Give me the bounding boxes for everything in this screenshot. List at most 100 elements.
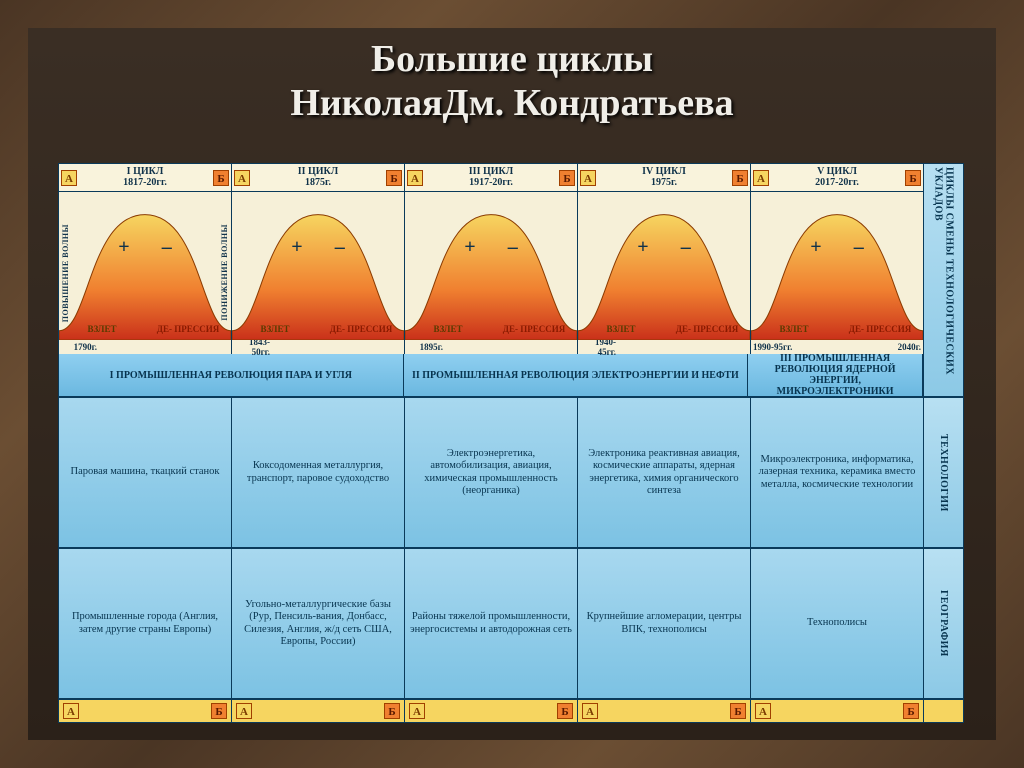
geography-row: Промышленные города (Англия, затем други…: [59, 549, 923, 700]
minus-icon: –: [508, 236, 518, 259]
plus-icon: +: [118, 236, 129, 259]
side-label-blank: [924, 700, 963, 722]
minus-icon: –: [162, 236, 172, 259]
phase-down: ДЕ- ПРЕССИЯ: [837, 325, 923, 334]
a-box: А: [236, 703, 252, 719]
cycle-label: V ЦИКЛ2017-20гг.: [769, 167, 905, 188]
timeline-year: 1895г.: [405, 342, 445, 352]
slide-title: Большие циклы НиколаяДм. Кондратьева: [28, 28, 996, 125]
revolution-cell: III ПРОМЫШЛЕННАЯ РЕВОЛЮЦИЯ ЯДЕРНОЙ ЭНЕРГ…: [748, 354, 923, 398]
a-box: А: [63, 703, 79, 719]
phase-down: ДЕ- ПРЕССИЯ: [491, 325, 577, 334]
b-box: Б: [559, 170, 575, 186]
timeline-year: 1940-45гг.: [578, 337, 618, 357]
plus-minus: + –: [751, 236, 923, 259]
cycle-label: I ЦИКЛ1817-20гг.: [77, 167, 213, 188]
cycle-header: А II ЦИКЛ1875г. Б: [232, 164, 404, 192]
b-box: Б: [730, 703, 746, 719]
cycle-label: IV ЦИКЛ1975г.: [596, 167, 732, 188]
b-box: Б: [384, 703, 400, 719]
timeline-year: 1790г.: [59, 342, 99, 352]
phase-up: ВЗЛЕТ: [232, 325, 318, 334]
plus-minus: + –: [59, 236, 231, 259]
b-box: Б: [386, 170, 402, 186]
a-box: А: [755, 703, 771, 719]
phase-labels: ВЗЛЕТ ДЕ- ПРЕССИЯ: [405, 325, 577, 334]
phase-labels: ВЗЛЕТ ДЕ- ПРЕССИЯ: [751, 325, 923, 334]
ab-footer-row: А БА БА БА БА Б: [59, 700, 923, 722]
wave-hump: + – ВЗЛЕТ ДЕ- ПРЕССИЯ: [405, 192, 577, 340]
side-label-cycles: ЦИКЛЫ СМЕНЫ ТЕХНОЛОГИЧЕСКИХ УКЛАДОВ: [924, 164, 963, 398]
phase-labels: ВЗЛЕТ ДЕ- ПРЕССИЯ: [578, 325, 750, 334]
side-label-tech: ТЕХНОЛОГИИ: [924, 398, 963, 549]
timeline-segment: 1990-95гг. 2040г.: [751, 340, 923, 354]
ab-footer-cell: А Б: [232, 700, 405, 722]
phase-down: ДЕ- ПРЕССИЯ: [318, 325, 404, 334]
a-box: А: [234, 170, 250, 186]
plus-icon: +: [291, 236, 302, 259]
revolutions-row: I ПРОМЫШЛЕННАЯ РЕВОЛЮЦИЯ ПАРА И УГЛЯII П…: [59, 354, 923, 398]
a-box: А: [580, 170, 596, 186]
plus-minus: + –: [405, 236, 577, 259]
b-box: Б: [211, 703, 227, 719]
kondratieff-diagram: А I ЦИКЛ1817-20гг. Б ПОВЫШЕНИЕ ВОЛНЫ ПОН…: [58, 163, 964, 723]
geography-cell: Промышленные города (Англия, затем други…: [59, 549, 232, 700]
cycle-header: А III ЦИКЛ1917-20гг. Б: [405, 164, 577, 192]
phase-down: ДЕ- ПРЕССИЯ: [664, 325, 750, 334]
wave-hump: + – ВЗЛЕТ ДЕ- ПРЕССИЯ: [578, 192, 750, 340]
diagram-main: А I ЦИКЛ1817-20гг. Б ПОВЫШЕНИЕ ВОЛНЫ ПОН…: [58, 163, 924, 723]
phase-labels: ВЗЛЕТ ДЕ- ПРЕССИЯ: [59, 325, 231, 334]
b-box: Б: [905, 170, 921, 186]
timeline-segment: 1940-45гг.: [578, 340, 750, 354]
ab-footer-cell: А Б: [751, 700, 923, 722]
phase-up: ВЗЛЕТ: [578, 325, 664, 334]
cycle-label: III ЦИКЛ1917-20гг.: [423, 167, 559, 188]
diagram-side: ЦИКЛЫ СМЕНЫ ТЕХНОЛОГИЧЕСКИХ УКЛАДОВ ТЕХН…: [924, 163, 964, 723]
wave-hump: + – ВЗЛЕТ ДЕ- ПРЕССИЯ: [751, 192, 923, 340]
ab-footer-cell: А Б: [59, 700, 232, 722]
wave-cell: А IV ЦИКЛ1975г. Б + – ВЗЛЕТ ДЕ- ПРЕССИЯ: [578, 164, 751, 352]
title-line-2: НиколаяДм. Кондратьева: [290, 82, 733, 124]
minus-icon: –: [854, 236, 864, 259]
wave-cell: А I ЦИКЛ1817-20гг. Б ПОВЫШЕНИЕ ВОЛНЫ ПОН…: [59, 164, 232, 352]
geography-cell: Крупнейшие агломерации, центры ВПК, техн…: [578, 549, 751, 700]
plus-minus: + –: [578, 236, 750, 259]
a-box: А: [407, 170, 423, 186]
plus-icon: +: [637, 236, 648, 259]
revolution-cell: II ПРОМЫШЛЕННАЯ РЕВОЛЮЦИЯ ЭЛЕКТРОЭНЕРГИИ…: [404, 354, 749, 398]
phase-labels: ВЗЛЕТ ДЕ- ПРЕССИЯ: [232, 325, 404, 334]
ab-footer-cell: А Б: [405, 700, 578, 722]
cycle-header: А V ЦИКЛ2017-20гг. Б: [751, 164, 923, 192]
phase-down: ДЕ- ПРЕССИЯ: [145, 325, 231, 334]
technology-cell: Электроэнергетика, автомобилизация, авиа…: [405, 398, 578, 549]
technology-cell: Паровая машина, ткацкий станок: [59, 398, 232, 549]
b-box: Б: [557, 703, 573, 719]
cycle-header: А I ЦИКЛ1817-20гг. Б: [59, 164, 231, 192]
side-label-geo: ГЕОГРАФИЯ: [924, 549, 963, 700]
plus-minus: + –: [232, 236, 404, 259]
phase-up: ВЗЛЕТ: [59, 325, 145, 334]
wave-row: А I ЦИКЛ1817-20гг. Б ПОВЫШЕНИЕ ВОЛНЫ ПОН…: [59, 164, 923, 354]
a-box: А: [409, 703, 425, 719]
minus-icon: –: [681, 236, 691, 259]
timeline-segment: 1895г.: [405, 340, 577, 354]
technology-cell: Микроэлектроника, информатика, лазерная …: [751, 398, 923, 549]
plus-icon: +: [810, 236, 821, 259]
b-box: Б: [732, 170, 748, 186]
wave-cell: А II ЦИКЛ1875г. Б + – ВЗЛЕТ ДЕ- ПРЕССИЯ: [232, 164, 405, 352]
timeline-year: 1843-50гг.: [232, 337, 272, 357]
minus-icon: –: [335, 236, 345, 259]
timeline-segment: 1843-50гг.: [232, 340, 404, 354]
geography-cell: Технополисы: [751, 549, 923, 700]
technologies-row: Паровая машина, ткацкий станокКоксодомен…: [59, 398, 923, 549]
title-line-1: Большие циклы: [371, 38, 653, 80]
cycle-label: II ЦИКЛ1875г.: [250, 167, 386, 188]
plus-icon: +: [464, 236, 475, 259]
technology-cell: Коксодоменная металлургия, транспорт, па…: [232, 398, 405, 549]
phase-up: ВЗЛЕТ: [751, 325, 837, 334]
cycle-header: А IV ЦИКЛ1975г. Б: [578, 164, 750, 192]
wave-hump: + – ВЗЛЕТ ДЕ- ПРЕССИЯ: [232, 192, 404, 340]
phase-up: ВЗЛЕТ: [405, 325, 491, 334]
timeline-year: 2040г.: [883, 342, 923, 352]
b-box: Б: [903, 703, 919, 719]
